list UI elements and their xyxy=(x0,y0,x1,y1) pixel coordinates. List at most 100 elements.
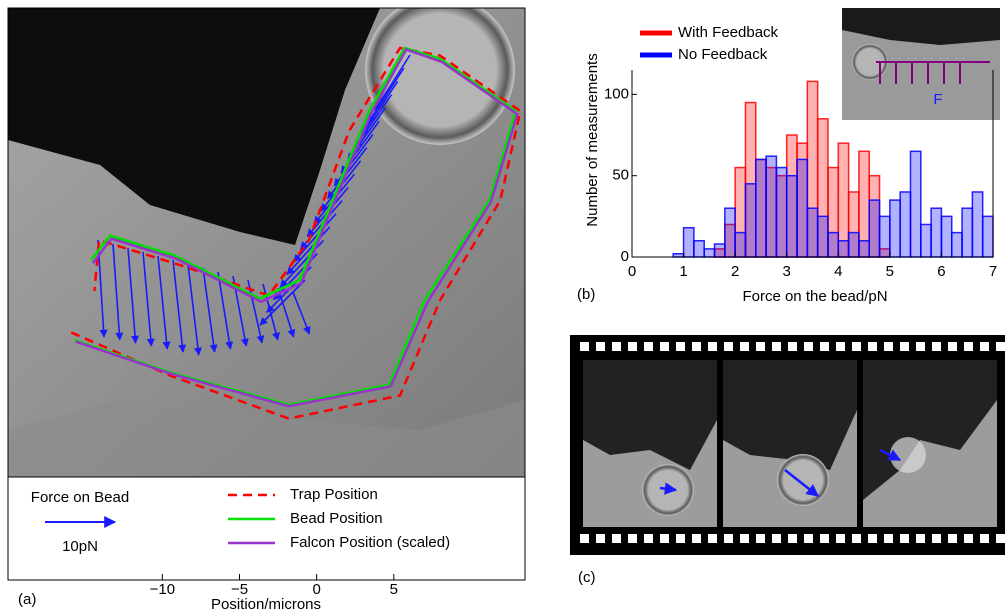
sprocket xyxy=(804,534,813,543)
legend-label: Trap Position xyxy=(290,486,378,503)
histogram-bar xyxy=(703,248,716,258)
force-arrow xyxy=(259,279,306,326)
x-tick-label: 3 xyxy=(783,263,791,280)
sprocket xyxy=(932,342,941,351)
axes-b xyxy=(631,70,994,258)
sprocket xyxy=(724,534,733,543)
force-arrow xyxy=(187,263,202,356)
x-tick-label: 0 xyxy=(312,581,320,598)
force-arrow xyxy=(202,267,218,353)
sprocket xyxy=(708,534,717,543)
x-tick-label: 4 xyxy=(834,263,842,280)
force-arrow xyxy=(293,213,337,263)
sprocket xyxy=(612,534,621,543)
histogram-bar xyxy=(816,215,829,258)
force-arrow xyxy=(157,255,171,350)
x-tick-label: −5 xyxy=(231,581,248,598)
histogram-bar xyxy=(724,207,736,258)
histogram-bar xyxy=(889,199,901,258)
x-tick-label: 2 xyxy=(731,263,739,280)
sprocket xyxy=(756,534,765,543)
sprocket xyxy=(628,534,637,543)
histogram-bar xyxy=(744,183,757,258)
sprocket xyxy=(916,534,925,543)
sprocket xyxy=(692,342,701,351)
scale-label: Force on Bead xyxy=(31,489,129,506)
sprocket xyxy=(580,534,589,543)
sprocket xyxy=(788,534,797,543)
sprocket xyxy=(580,342,589,351)
sprocket xyxy=(868,534,877,543)
histogram-bar xyxy=(878,215,891,258)
histogram-bar xyxy=(940,215,953,258)
sprocket xyxy=(788,342,797,351)
sprocket xyxy=(708,342,717,351)
sprocket xyxy=(596,342,605,351)
sprocket xyxy=(804,342,813,351)
histogram-bar xyxy=(858,239,870,258)
legend-label: No Feedback xyxy=(678,46,768,63)
x-axis-label: Force on the bead/pN xyxy=(742,288,887,305)
sprocket xyxy=(692,534,701,543)
histogram-bar xyxy=(796,158,809,258)
sprocket xyxy=(948,534,957,543)
trajectory xyxy=(73,46,518,407)
histogram-bar xyxy=(785,174,798,258)
force-arrow xyxy=(172,259,187,353)
sprocket xyxy=(644,342,653,351)
force-arrow xyxy=(112,243,124,341)
y-tick-label: 50 xyxy=(612,167,629,184)
histogram-bar xyxy=(909,150,922,258)
inset-label: F xyxy=(933,91,942,108)
legend-label: With Feedback xyxy=(678,24,779,41)
y-tick-label: 0 xyxy=(621,248,629,265)
photo-a xyxy=(8,8,525,477)
sprocket xyxy=(676,534,685,543)
sprocket xyxy=(980,534,989,543)
sprocket xyxy=(820,342,829,351)
sprocket xyxy=(980,342,989,351)
panel-label: (c) xyxy=(578,569,596,586)
sprocket xyxy=(916,342,925,351)
histogram-bar xyxy=(693,239,705,258)
histogram-bar xyxy=(837,142,850,258)
histogram-bar xyxy=(920,223,932,258)
histogram-bar xyxy=(682,226,695,258)
sprocket xyxy=(596,534,605,543)
y-tick-label: 100 xyxy=(604,85,629,102)
legend-label: Bead Position xyxy=(290,510,383,527)
inset-arrows xyxy=(876,61,990,84)
sprocket xyxy=(884,534,893,543)
sprocket xyxy=(660,342,669,351)
sprocket xyxy=(900,534,909,543)
sprocket xyxy=(740,534,749,543)
sprocket xyxy=(676,342,685,351)
plot-a xyxy=(70,46,522,420)
trajectory xyxy=(75,47,519,408)
force-arrow xyxy=(217,271,234,350)
sprocket xyxy=(996,342,1005,351)
histogram-bar xyxy=(755,158,767,258)
scale-value: 10pN xyxy=(62,538,98,555)
histogram-bar xyxy=(971,191,984,258)
histogram-bar xyxy=(868,199,881,258)
histogram-bar xyxy=(765,155,778,258)
panel-label: (b) xyxy=(577,286,595,303)
force-arrow xyxy=(374,54,411,111)
sprocket xyxy=(772,342,781,351)
sprocket xyxy=(628,342,637,351)
sprocket xyxy=(900,342,909,351)
force-arrow xyxy=(286,226,331,276)
sprocket xyxy=(756,342,765,351)
histogram-bar xyxy=(981,215,994,258)
sprocket xyxy=(836,534,845,543)
sprocket xyxy=(740,342,749,351)
legend-label: Falcon Position (scaled) xyxy=(290,534,450,551)
histogram-bar xyxy=(961,207,974,258)
x-tick-label: 5 xyxy=(390,581,398,598)
sprocket xyxy=(884,342,893,351)
force-arrow xyxy=(142,251,155,347)
histogram-bar xyxy=(713,243,726,258)
film-strip xyxy=(570,335,1005,555)
